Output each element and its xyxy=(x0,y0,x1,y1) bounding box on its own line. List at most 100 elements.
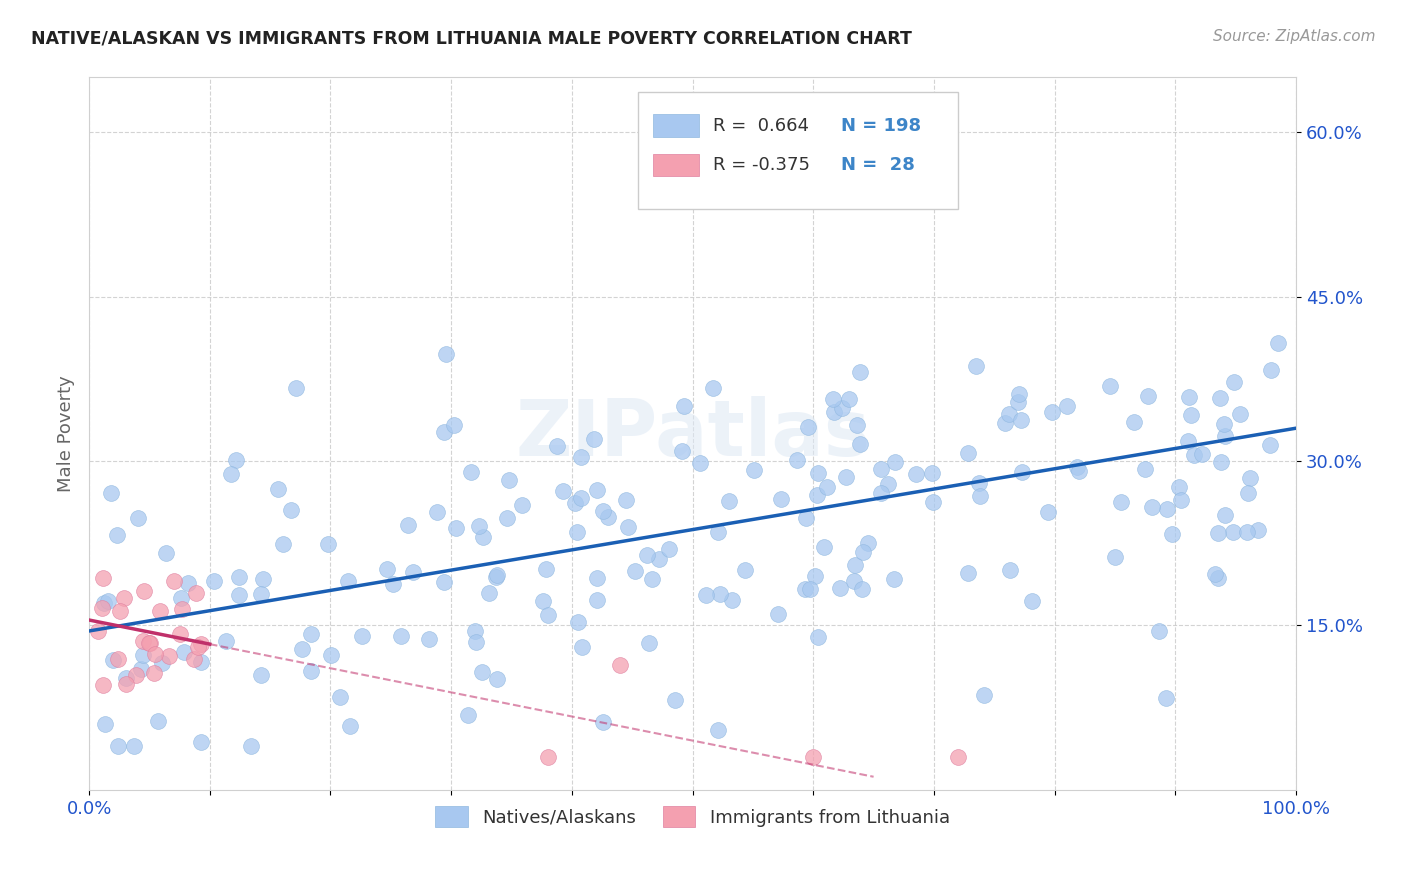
Point xyxy=(398,518,420,533)
Point xyxy=(426,505,449,519)
Point xyxy=(883,572,905,586)
Point xyxy=(877,477,900,491)
Point xyxy=(567,524,589,539)
Point xyxy=(107,739,129,753)
Point xyxy=(91,678,114,692)
Point xyxy=(973,688,995,702)
Point xyxy=(125,667,148,681)
Legend: Natives/Alaskans, Immigrants from Lithuania: Natives/Alaskans, Immigrants from Lithua… xyxy=(427,799,957,834)
Point xyxy=(1229,408,1251,422)
FancyBboxPatch shape xyxy=(652,114,699,137)
Point xyxy=(252,572,274,586)
Point xyxy=(647,552,669,566)
Point xyxy=(1184,448,1206,462)
Text: NATIVE/ALASKAN VS IMMIGRANTS FROM LITHUANIA MALE POVERTY CORRELATION CHART: NATIVE/ALASKAN VS IMMIGRANTS FROM LITHUA… xyxy=(31,29,912,47)
Point xyxy=(1137,389,1160,403)
Point xyxy=(870,462,893,476)
Point xyxy=(969,489,991,503)
Point xyxy=(471,530,494,544)
Point xyxy=(998,407,1021,421)
Point xyxy=(129,661,152,675)
Point xyxy=(672,399,695,413)
Point xyxy=(807,466,830,480)
Point xyxy=(851,545,873,559)
Point xyxy=(1236,486,1258,500)
Point xyxy=(1267,335,1289,350)
Point xyxy=(638,636,661,650)
Point xyxy=(93,571,115,585)
Point xyxy=(842,574,865,589)
Point xyxy=(946,750,969,764)
Point xyxy=(1067,465,1090,479)
Point xyxy=(531,594,554,608)
Point xyxy=(186,586,208,600)
Point xyxy=(187,640,209,654)
Point xyxy=(1098,379,1121,393)
Point xyxy=(471,665,494,679)
Point xyxy=(190,735,212,749)
Point xyxy=(551,483,574,498)
Point xyxy=(434,347,457,361)
Point xyxy=(582,432,605,446)
Point xyxy=(273,536,295,550)
Point xyxy=(170,591,193,605)
Point xyxy=(112,591,135,606)
Point xyxy=(107,652,129,666)
Point xyxy=(1191,447,1213,461)
Point xyxy=(177,576,200,591)
Point xyxy=(115,677,138,691)
Point xyxy=(389,628,412,642)
Point xyxy=(624,564,647,578)
Point xyxy=(734,563,756,577)
Point xyxy=(1222,375,1244,389)
Point xyxy=(695,588,717,602)
Point xyxy=(1168,480,1191,494)
Point xyxy=(815,479,838,493)
Point xyxy=(460,465,482,479)
Point xyxy=(418,632,440,647)
Point xyxy=(1206,526,1229,541)
Point xyxy=(105,527,128,541)
Point xyxy=(571,640,593,655)
Point xyxy=(132,634,155,648)
Point xyxy=(592,714,614,729)
Point xyxy=(835,470,858,484)
Point xyxy=(291,641,314,656)
Point xyxy=(1178,390,1201,404)
Point xyxy=(94,717,117,731)
Point xyxy=(127,511,149,525)
Point xyxy=(534,561,557,575)
Point xyxy=(856,536,879,550)
Point xyxy=(496,511,519,525)
Point xyxy=(828,581,851,595)
Point xyxy=(146,714,169,729)
Point xyxy=(658,542,681,557)
FancyBboxPatch shape xyxy=(652,153,699,177)
Point xyxy=(93,596,115,610)
Point xyxy=(870,486,893,500)
Point xyxy=(794,582,817,597)
Point xyxy=(225,453,247,467)
Point xyxy=(1008,387,1031,401)
Point xyxy=(742,463,765,477)
Point xyxy=(190,655,212,669)
Point xyxy=(536,607,558,622)
Point xyxy=(336,574,359,588)
Point xyxy=(219,467,242,481)
Point xyxy=(91,601,114,615)
Point xyxy=(239,739,262,753)
Point xyxy=(1010,413,1032,427)
Point xyxy=(671,444,693,458)
Point xyxy=(215,634,238,648)
Point xyxy=(1161,527,1184,541)
Point xyxy=(1209,455,1232,469)
Point xyxy=(1156,501,1178,516)
Point xyxy=(1066,460,1088,475)
Point xyxy=(769,492,792,507)
Point xyxy=(706,524,728,539)
Point xyxy=(766,607,789,621)
Point xyxy=(845,418,868,433)
Point xyxy=(143,647,166,661)
Point xyxy=(498,473,520,487)
Point xyxy=(444,520,467,534)
